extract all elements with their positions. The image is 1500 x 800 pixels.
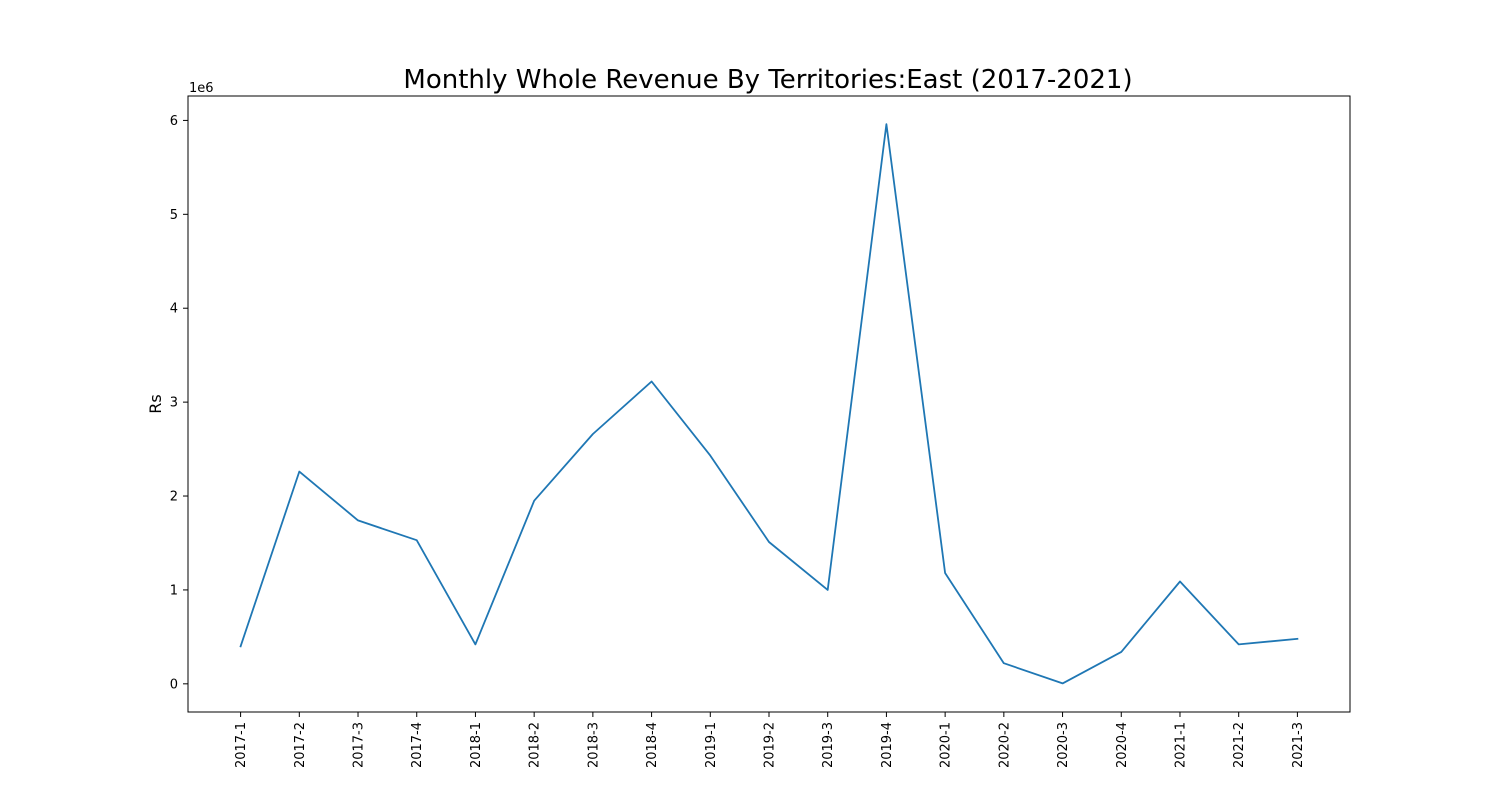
x-tick-label: 2021-1 [1173,722,1188,768]
y-axis-label: Rs [146,394,165,413]
x-tick-label: 2020-1 [939,722,954,768]
x-tick-label: 2020-3 [1056,722,1071,768]
x-tick-label: 2021-3 [1291,722,1306,768]
x-tick-label: 2017-2 [293,722,308,768]
chart-title: Monthly Whole Revenue By Territories:Eas… [403,65,1132,95]
x-tick-label: 2019-1 [704,722,719,768]
plot-frame [187,95,1351,713]
y-tick-label: 0 [170,677,178,692]
x-tick-label: 2020-4 [1115,722,1130,768]
x-tick-label: 2019-2 [763,722,778,768]
x-tick-label: 2018-2 [528,722,543,768]
x-tick-label: 2020-2 [997,722,1012,768]
x-tick-label: 2021-2 [1232,722,1247,768]
x-tick-label: 2018-1 [469,722,484,768]
y-tick-label: 5 [170,208,178,223]
y-axis: 0 1 2 3 4 5 6 [170,114,188,692]
y-tick-label: 2 [170,490,178,505]
y-tick-label: 1 [170,583,178,598]
y-tick-label: 4 [170,302,178,317]
x-tick-label: 2017-1 [234,722,249,768]
series-line [239,123,1299,685]
y-tick-label: 6 [170,114,178,129]
y-tick-label: 3 [170,396,178,411]
x-tick-label: 2018-3 [586,722,601,768]
y-scale-label: 1e6 [189,81,214,96]
x-tick-label: 2017-4 [410,722,425,768]
x-tick-label: 2018-4 [645,722,660,768]
x-tick-label: 2017-3 [352,722,367,768]
series-group [239,123,1299,685]
x-axis: 2017-1 2017-2 2017-3 2017-4 2018-1 2018-2 2018… [234,712,1306,768]
x-tick-label: 2019-4 [880,722,895,768]
x-tick-label: 2019-3 [821,722,836,768]
